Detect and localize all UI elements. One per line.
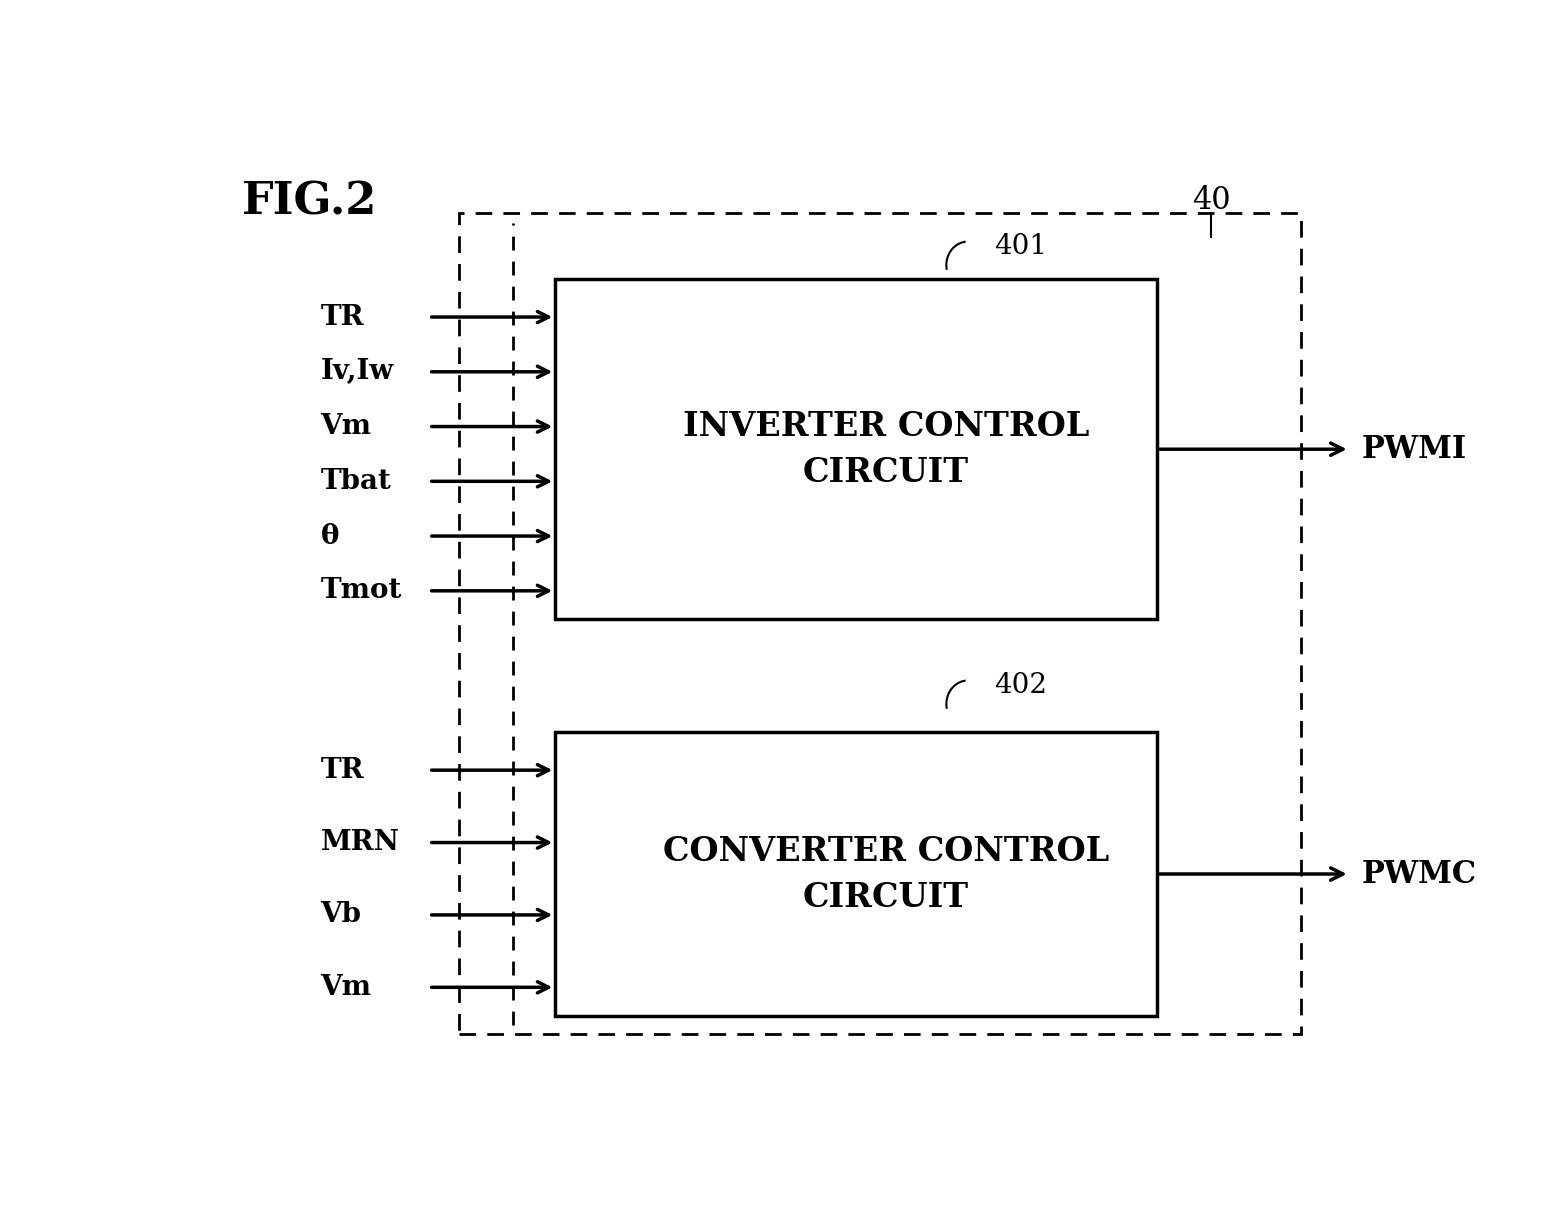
Text: PWMI: PWMI (1362, 434, 1466, 465)
Text: MRN: MRN (320, 829, 399, 856)
Text: PWMC: PWMC (1362, 858, 1477, 890)
Text: Vm: Vm (320, 413, 371, 440)
Text: Vm: Vm (320, 973, 371, 1000)
Text: INVERTER CONTROL
CIRCUIT: INVERTER CONTROL CIRCUIT (683, 409, 1089, 489)
Text: CONVERTER CONTROL
CIRCUIT: CONVERTER CONTROL CIRCUIT (663, 835, 1109, 913)
Text: Iv,Iw: Iv,Iw (320, 358, 394, 385)
Text: TR: TR (320, 756, 363, 783)
Bar (556, 280, 1157, 619)
Bar (556, 732, 1157, 1015)
Text: 402: 402 (994, 672, 1048, 699)
Text: Vb: Vb (320, 901, 362, 928)
Text: FIG.2: FIG.2 (242, 180, 377, 223)
Text: TR: TR (320, 304, 363, 331)
Text: Tbat: Tbat (320, 468, 391, 495)
Text: 401: 401 (994, 233, 1048, 260)
Bar (460, 213, 1301, 1035)
Text: θ: θ (320, 522, 339, 549)
Text: 40: 40 (1191, 185, 1230, 216)
Text: Tmot: Tmot (320, 577, 402, 604)
